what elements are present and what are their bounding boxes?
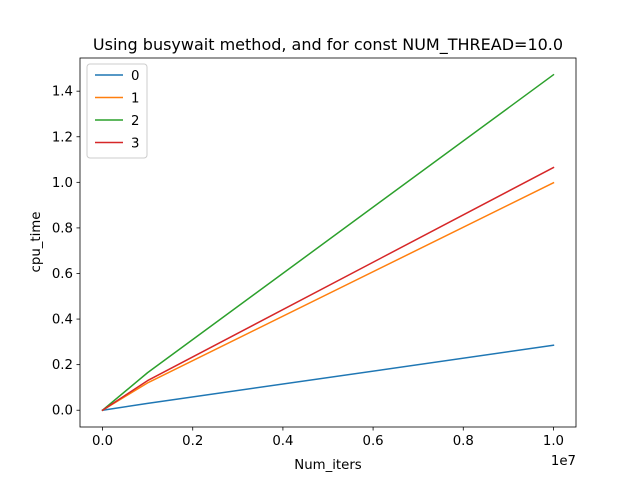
x-tick-label: 0.2 [182,434,203,449]
y-tick-label: 1.4 [52,85,73,100]
y-axis-label: cpu_time [29,212,44,273]
x-tick-label: 0.6 [363,434,384,449]
series-line-3 [101,166,555,412]
x-axis-label: Num_iters [294,458,362,473]
y-tick-label: 0.4 [52,313,73,328]
series-line-2 [101,73,555,412]
plot-frame [79,57,577,428]
x-tick-label: 0.8 [453,434,474,449]
legend-label-1: 1 [131,92,139,107]
x-axis-offset-label: 1e7 [551,454,576,469]
x-tick-label: 0.4 [272,434,293,449]
x-tick-label: 1.0 [543,434,564,449]
legend-label-2: 2 [131,114,139,129]
y-tick-label: 1.0 [52,176,73,191]
y-tick-label: 1.2 [52,130,73,145]
legend: 0 1 2 3 [86,63,148,159]
y-tick-label: 0.0 [52,404,73,419]
legend-label-3: 3 [131,137,139,152]
x-tick-label: 0.0 [92,434,113,449]
chart-title: Using busywait method, and for const NUM… [93,35,563,55]
series-layer [101,73,555,412]
axes-layer: 0.0 0.2 0.4 0.6 0.8 1.0 0.0 0.2 0.4 0.6 0.8 1.0 1.2 1… [52,57,577,449]
y-tick-label: 0.6 [52,267,73,282]
series-line-0 [101,344,555,412]
legend-box [86,63,148,159]
y-tick-label: 0.8 [52,221,73,236]
legend-label-0: 0 [131,69,139,84]
y-tick-label: 0.2 [52,358,73,373]
